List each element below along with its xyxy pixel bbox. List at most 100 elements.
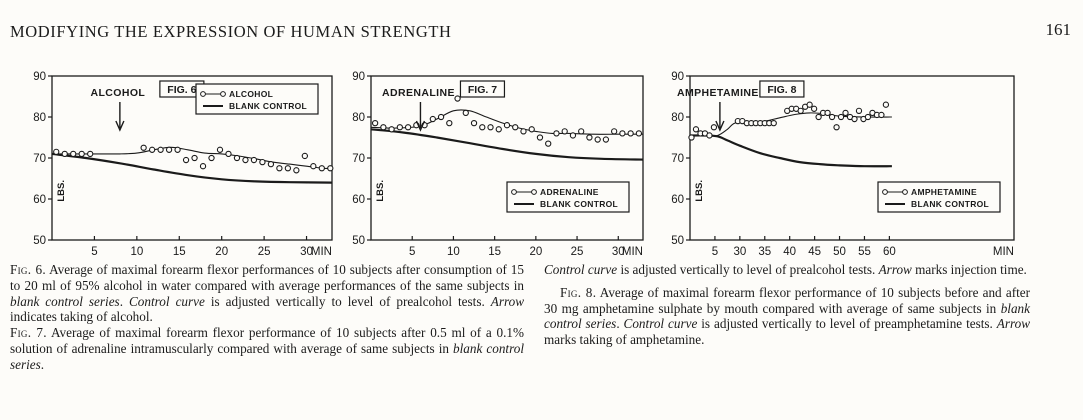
caption-run: blank control series [10, 340, 524, 372]
y-tick-label: 50 [671, 235, 684, 247]
x-tick-label: 5 [712, 246, 718, 258]
x-tick-label: 55 [858, 246, 871, 258]
data-point [619, 130, 626, 137]
data-point [553, 130, 560, 137]
data-point [545, 140, 552, 147]
x-unit-label: MIN [311, 246, 332, 258]
caption-run: Arrow [996, 316, 1031, 332]
legend-box [506, 181, 630, 213]
data-point [276, 165, 283, 172]
x-tick-label: 20 [529, 246, 542, 258]
data-point [503, 122, 511, 129]
x-tick-label: 35 [758, 246, 771, 258]
legend-label-points: ADRENALINE [540, 187, 599, 197]
data-point [611, 128, 618, 135]
legend-point-marker [902, 189, 908, 195]
x-tick-label: 60 [883, 246, 896, 258]
figure-label-box [759, 80, 805, 98]
data-point [242, 156, 249, 164]
figure-label: FIG. 7 [468, 84, 497, 96]
legend-label-points: ALCOHOL [229, 89, 273, 99]
x-tick-label: 15 [488, 246, 501, 258]
caption-run: blank control series [10, 293, 120, 309]
y-tick-label: 80 [352, 112, 365, 124]
x-tick-label: 50 [833, 246, 846, 258]
y-tick-label: 90 [33, 71, 46, 83]
control-curve [51, 152, 333, 184]
data-point [437, 113, 445, 121]
figure-label: FIG. 8 [767, 84, 796, 96]
data-point [578, 128, 585, 135]
y-tick-label: 50 [352, 235, 365, 247]
caption-run: marks taking of amphetamine. [544, 332, 705, 348]
y-tick-label: 70 [671, 153, 684, 165]
legend-label-control: BLANK CONTROL [911, 199, 989, 209]
data-point [602, 136, 610, 143]
caption-run: . [40, 356, 45, 372]
x-unit-label: MIN [622, 246, 643, 258]
running-head: MODIFYING THE EXPRESSION OF HUMAN STRENG… [10, 22, 452, 41]
caption-run: is adjusted vertically to level of pream… [697, 316, 997, 332]
legend-point-marker [200, 91, 206, 97]
y-axis-label: LBS. [56, 180, 67, 202]
data-point [594, 136, 601, 143]
data-point [250, 156, 258, 164]
control-curve [370, 128, 644, 161]
plot-frame [689, 75, 1015, 241]
y-tick-label: 50 [33, 235, 46, 247]
legend-point-marker [882, 189, 888, 195]
data-point [191, 154, 198, 162]
x-tick-label: 20 [215, 246, 228, 258]
figure-label: FIG. 6 [167, 84, 196, 96]
data-point [528, 126, 535, 133]
drug-label: AMPHETAMINE [677, 87, 759, 99]
data-point [837, 113, 845, 121]
drug-label: ADRENALINE [382, 87, 455, 99]
caption-fig6-text: Average of maximal forearm flexor perfor… [10, 262, 524, 324]
data-point [878, 111, 885, 119]
caption-run: indicates taking of alcohol. [10, 309, 153, 325]
x-tick-label: 30 [733, 246, 746, 258]
page-header: MODIFYING THE EXPRESSION OF HUMAN STRENG… [10, 14, 1071, 42]
x-tick-label: 5 [91, 246, 97, 258]
data-point [627, 130, 634, 137]
y-tick-label: 60 [352, 194, 365, 206]
x-tick-label: 10 [130, 246, 143, 258]
data-point [174, 146, 181, 153]
legend-label-control: BLANK CONTROL [540, 199, 618, 209]
data-point [216, 146, 224, 153]
data-point [404, 124, 412, 131]
y-tick-label: 60 [33, 194, 46, 206]
caption-fig7-continued: Control curve is adjusted vertically to … [544, 262, 1027, 277]
data-point [495, 126, 502, 133]
caption-fig7-label: Fig. 7. [10, 325, 47, 341]
caption-run: Control curve [623, 316, 698, 332]
data-point [429, 115, 436, 123]
x-tick-label: 25 [258, 246, 271, 258]
data-point [318, 165, 325, 172]
data-point [864, 113, 872, 121]
data-point [70, 150, 77, 158]
arrow-head [715, 120, 725, 132]
caption-run: Average of maximal forearm flexor perfor… [10, 325, 525, 356]
arrow-head [115, 120, 125, 132]
caption-fig7-text: Average of maximal forearm flexor perfor… [10, 325, 524, 372]
data-point [706, 132, 713, 139]
data-point [810, 105, 818, 112]
caption-run: is adjusted vertically to level of preal… [617, 262, 879, 277]
caption-fig6-label: Fig. 6. [10, 262, 46, 277]
y-tick-label: 90 [352, 71, 365, 83]
data-point [688, 134, 695, 141]
data-point [371, 120, 379, 127]
data-point [87, 150, 94, 158]
data-point [842, 109, 849, 117]
data-point [512, 124, 519, 131]
caption-run: . [119, 293, 130, 309]
x-tick-label: 10 [447, 246, 460, 258]
figure-8-chart: 50 60 70 80 90 5 30 35 40 45 50 55 60 MIN LBS. AMPHETAM… [671, 71, 1015, 258]
x-tick-label: 30 [612, 246, 625, 258]
data-point [225, 150, 232, 158]
data-point [182, 156, 190, 164]
data-point [855, 107, 863, 114]
y-tick-label: 70 [352, 153, 365, 165]
